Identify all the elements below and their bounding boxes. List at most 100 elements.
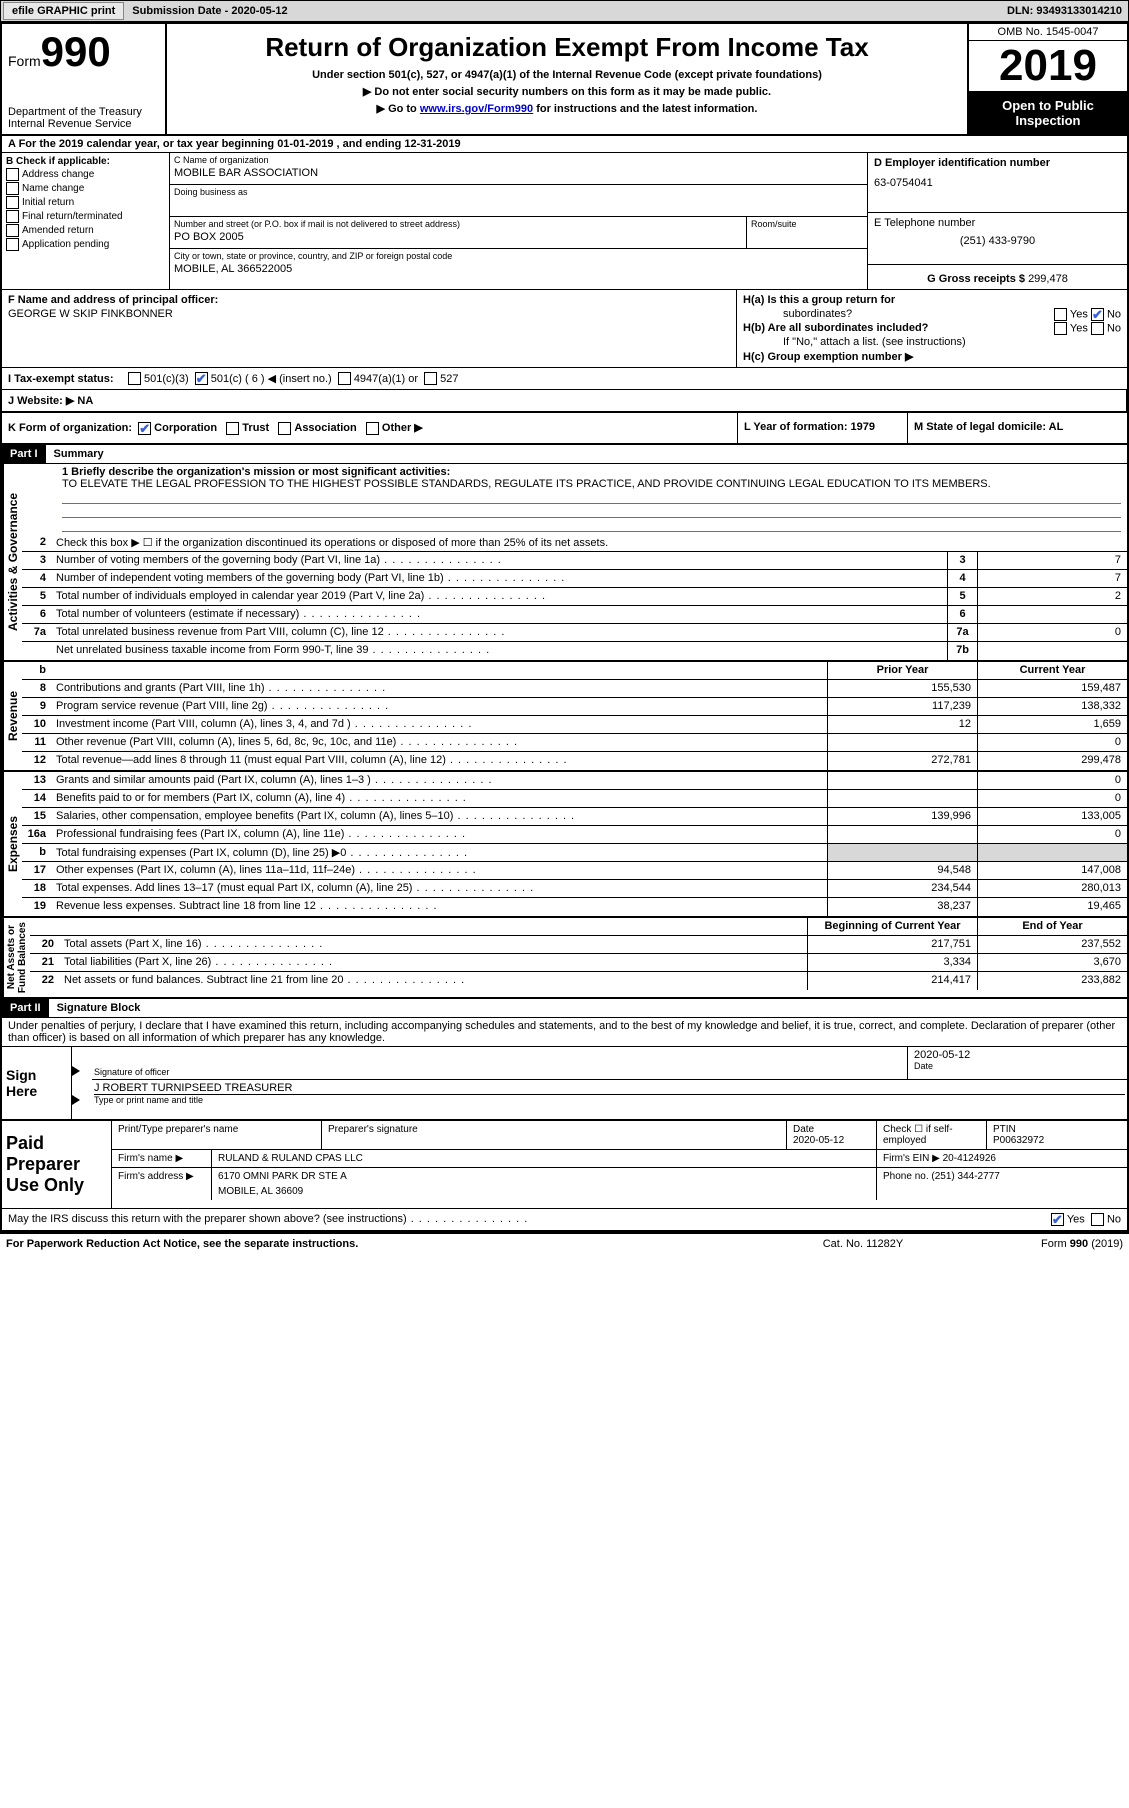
checkbox-hb-no[interactable] bbox=[1091, 322, 1104, 335]
firm-name-label: Firm's name ▶ bbox=[112, 1150, 212, 1167]
checkbox-amended-return[interactable] bbox=[6, 224, 19, 237]
sig-officer-label: Signature of officer bbox=[94, 1067, 905, 1077]
checkbox-final-return[interactable] bbox=[6, 210, 19, 223]
penalties-statement: Under penalties of perjury, I declare th… bbox=[2, 1018, 1127, 1047]
checkbox-ha-no[interactable] bbox=[1091, 308, 1104, 321]
arrow-icon bbox=[72, 1066, 80, 1076]
prep-self-employed: Check ☐ if self-employed bbox=[877, 1121, 987, 1149]
checkbox-corporation[interactable] bbox=[138, 422, 151, 435]
dept-treasury: Department of the Treasury Internal Reve… bbox=[8, 106, 159, 130]
exp-line: 19Revenue less expenses. Subtract line 1… bbox=[22, 898, 1127, 916]
checkbox-application-pending[interactable] bbox=[6, 238, 19, 251]
mission-text: TO ELEVATE THE LEGAL PROFESSION TO THE H… bbox=[62, 478, 1121, 490]
arrow-icon bbox=[72, 1095, 80, 1105]
rev-line: 9Program service revenue (Part VIII, lin… bbox=[22, 698, 1127, 716]
open-inspection: Open to PublicInspection bbox=[969, 92, 1127, 134]
checkbox-address-change[interactable] bbox=[6, 168, 19, 181]
checkbox-initial-return[interactable] bbox=[6, 196, 19, 209]
discuss-row: May the IRS discuss this return with the… bbox=[2, 1209, 1127, 1232]
na-line: 21Total liabilities (Part X, line 26)3,3… bbox=[30, 954, 1127, 972]
checkbox-discuss-yes[interactable] bbox=[1051, 1213, 1064, 1226]
org-info-block: C Name of organization MOBILE BAR ASSOCI… bbox=[170, 153, 867, 289]
rev-line: 8Contributions and grants (Part VIII, li… bbox=[22, 680, 1127, 698]
officer-label: F Name and address of principal officer: bbox=[8, 294, 730, 306]
org-name-label: C Name of organization bbox=[174, 155, 863, 165]
checkbox-name-change[interactable] bbox=[6, 182, 19, 195]
ssn-warning: ▶ Do not enter social security numbers o… bbox=[171, 85, 963, 98]
side-expenses: Expenses bbox=[2, 772, 22, 916]
gov-line: 7aTotal unrelated business revenue from … bbox=[22, 624, 1127, 642]
prior-year-hdr: Prior Year bbox=[827, 662, 977, 679]
firm-addr-label: Firm's address ▶ bbox=[112, 1168, 212, 1200]
street-value: PO BOX 2005 bbox=[174, 231, 742, 243]
ein-value: 63-0754041 bbox=[874, 177, 1121, 189]
part-i-header: Part ISummary bbox=[2, 445, 1127, 464]
phone-label: E Telephone number bbox=[874, 217, 1121, 229]
exp-line: 18Total expenses. Add lines 13–17 (must … bbox=[22, 880, 1127, 898]
checkbox-association[interactable] bbox=[278, 422, 291, 435]
gross-receipts-value: 299,478 bbox=[1028, 273, 1068, 285]
checkbox-hb-yes[interactable] bbox=[1054, 322, 1067, 335]
checkbox-ha-yes[interactable] bbox=[1054, 308, 1067, 321]
prep-ptin: P00632972 bbox=[993, 1135, 1044, 1146]
prep-date: 2020-05-12 bbox=[793, 1135, 844, 1146]
gov-line: 2Check this box ▶ ☐ if the organization … bbox=[22, 534, 1127, 552]
checkbox-501c[interactable] bbox=[195, 372, 208, 385]
irs-link[interactable]: www.irs.gov/Form990 bbox=[420, 103, 533, 115]
street-label: Number and street (or P.O. box if mail i… bbox=[174, 219, 742, 229]
cat-no: Cat. No. 11282Y bbox=[763, 1238, 963, 1250]
form-version: Form 990 (2019) bbox=[963, 1238, 1123, 1250]
check-applicable-box: B Check if applicable: Address change Na… bbox=[2, 153, 170, 289]
pra-notice: For Paperwork Reduction Act Notice, see … bbox=[6, 1238, 763, 1250]
firm-phone-label: Phone no. bbox=[883, 1171, 929, 1182]
omb-number: OMB No. 1545-0047 bbox=[969, 24, 1127, 41]
exp-line: 13Grants and similar amounts paid (Part … bbox=[22, 772, 1127, 790]
form-990: Form990 Department of the Treasury Inter… bbox=[0, 22, 1129, 1234]
firm-addr1: 6170 OMNI PARK DR STE A bbox=[218, 1171, 870, 1182]
firm-ein: 20-4124926 bbox=[943, 1153, 996, 1164]
side-governance: Activities & Governance bbox=[2, 464, 22, 660]
checkbox-other[interactable] bbox=[366, 422, 379, 435]
na-line: 20Total assets (Part X, line 16)217,7512… bbox=[30, 936, 1127, 954]
prep-sig-hdr: Preparer's signature bbox=[322, 1121, 787, 1149]
gov-line: Net unrelated business taxable income fr… bbox=[22, 642, 1127, 660]
firm-addr2: MOBILE, AL 36609 bbox=[218, 1186, 870, 1197]
checkbox-501c3[interactable] bbox=[128, 372, 141, 385]
officer-block: F Name and address of principal officer:… bbox=[2, 290, 737, 367]
ein-label: D Employer identification number bbox=[874, 157, 1121, 169]
gov-line: 3Number of voting members of the governi… bbox=[22, 552, 1127, 570]
checkbox-4947[interactable] bbox=[338, 372, 351, 385]
state-domicile: M State of legal domicile: AL bbox=[907, 413, 1127, 443]
gov-line: 5Total number of individuals employed in… bbox=[22, 588, 1127, 606]
part-ii-header: Part IISignature Block bbox=[2, 999, 1127, 1018]
officer-name: GEORGE W SKIP FINKBONNER bbox=[8, 308, 730, 320]
na-header-row: Beginning of Current Year End of Year bbox=[30, 918, 1127, 936]
checkbox-trust[interactable] bbox=[226, 422, 239, 435]
sig-date-label: Date bbox=[914, 1061, 1121, 1071]
right-info-block: D Employer identification number 63-0754… bbox=[867, 153, 1127, 289]
gov-line: 6Total number of volunteers (estimate if… bbox=[22, 606, 1127, 624]
phone-value: (251) 433-9790 bbox=[874, 235, 1121, 247]
firm-phone: (251) 344-2777 bbox=[931, 1171, 999, 1182]
checkbox-527[interactable] bbox=[424, 372, 437, 385]
form-of-org-row: K Form of organization: Corporation Trus… bbox=[2, 413, 737, 443]
firm-ein-label: Firm's EIN ▶ bbox=[883, 1153, 940, 1164]
efile-graphic-button[interactable]: efile GRAPHIC print bbox=[3, 2, 124, 20]
mission-label: 1 Briefly describe the organization's mi… bbox=[62, 466, 1121, 478]
sign-here-label: Sign Here bbox=[2, 1047, 72, 1119]
instructions-link-line: ▶ Go to www.irs.gov/Form990 for instruct… bbox=[171, 102, 963, 115]
tax-exempt-row: I Tax-exempt status: 501(c)(3) 501(c) ( … bbox=[2, 368, 1127, 390]
exp-line: 14Benefits paid to or for members (Part … bbox=[22, 790, 1127, 808]
paid-preparer-label: Paid Preparer Use Only bbox=[2, 1121, 112, 1208]
page-footer: For Paperwork Reduction Act Notice, see … bbox=[0, 1234, 1129, 1254]
tax-year: 2019 bbox=[969, 41, 1127, 92]
header-right: OMB No. 1545-0047 2019 Open to PublicIns… bbox=[967, 24, 1127, 134]
checkbox-discuss-no[interactable] bbox=[1091, 1213, 1104, 1226]
form-id-block: Form990 Department of the Treasury Inter… bbox=[2, 24, 167, 134]
exp-line: 16aProfessional fundraising fees (Part I… bbox=[22, 826, 1127, 844]
dln-label: DLN: 93493133014210 bbox=[1001, 5, 1128, 17]
na-line: 22Net assets or fund balances. Subtract … bbox=[30, 972, 1127, 990]
firm-name: RULAND & RULAND CPAS LLC bbox=[212, 1150, 877, 1167]
exp-line: 15Salaries, other compensation, employee… bbox=[22, 808, 1127, 826]
officer-printed-name: J ROBERT TURNIPSEED TREASURER bbox=[94, 1082, 1125, 1095]
